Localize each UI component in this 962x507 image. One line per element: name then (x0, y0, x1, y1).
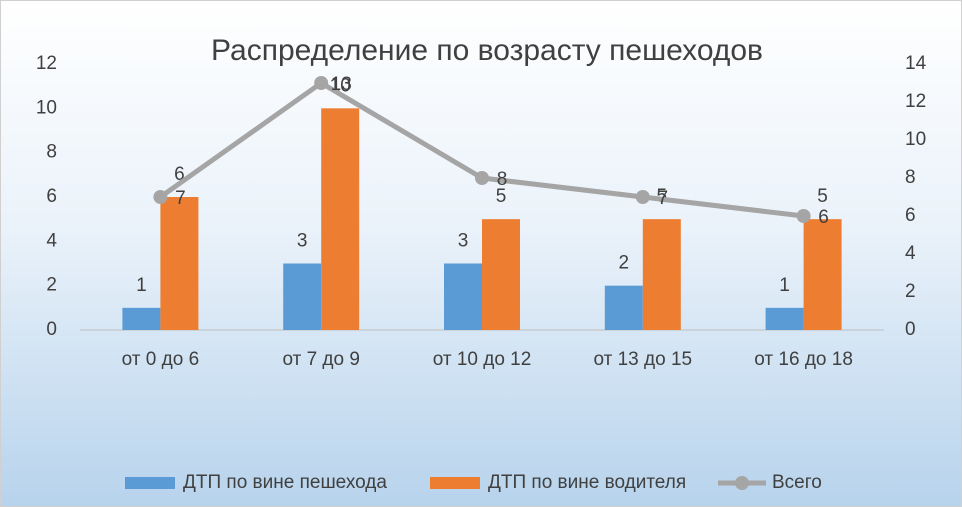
legend-marker (735, 476, 749, 490)
y2-tick-label: 10 (905, 129, 926, 150)
bar (604, 285, 643, 330)
x-tick-label: от 13 до 15 (593, 349, 692, 370)
data-label: 3 (458, 231, 469, 252)
x-tick-label: от 16 до 18 (754, 349, 853, 370)
y-tick-label: 0 (46, 319, 57, 340)
y2-tick-label: 8 (905, 167, 916, 188)
y-tick-label: 2 (46, 275, 57, 296)
legend-label: Всего (772, 472, 822, 493)
y2-tick-label: 6 (905, 205, 916, 226)
y-tick-label: 8 (46, 142, 57, 163)
x-tick-label: от 0 до 6 (122, 349, 199, 370)
data-label: 5 (817, 186, 828, 207)
bar (122, 307, 161, 330)
y2-tick-label: 14 (905, 53, 927, 74)
legend-label: ДТП по вине пешехода (183, 472, 387, 493)
bar (803, 219, 842, 330)
data-label: 2 (619, 253, 630, 274)
legend-swatch (125, 477, 175, 489)
y2-tick-label: 2 (905, 281, 916, 302)
data-label: 1 (136, 275, 147, 296)
data-label: 13 (331, 74, 352, 95)
data-label: 6 (174, 164, 185, 185)
y2-tick-label: 4 (905, 243, 916, 264)
y2-tick-label: 0 (905, 319, 916, 340)
x-tick-label: от 7 до 9 (282, 349, 359, 370)
data-label: 6 (818, 207, 829, 228)
data-label: 1 (779, 275, 790, 296)
bar (160, 197, 199, 330)
chart-title: Распределение по возрасту пешеходов (211, 34, 763, 67)
y-tick-label: 6 (46, 186, 57, 207)
bar (321, 108, 360, 330)
data-label: 7 (175, 188, 186, 209)
data-label: 7 (658, 188, 669, 209)
bar (444, 263, 482, 330)
data-label: 5 (657, 186, 668, 207)
legend-swatch (430, 477, 480, 489)
data-label: 8 (497, 169, 508, 190)
data-label: 3 (297, 231, 308, 252)
bar (283, 263, 322, 330)
line-marker (314, 76, 329, 90)
data-label: 5 (496, 186, 507, 207)
bar (482, 219, 520, 330)
line-marker (635, 190, 650, 204)
legend-label: ДТП по вине водителя (488, 472, 686, 493)
line-marker (153, 190, 168, 204)
y-tick-label: 10 (36, 97, 57, 118)
line-marker (475, 171, 489, 185)
y-tick-label: 12 (36, 53, 57, 74)
bar (765, 307, 804, 330)
line-marker (796, 209, 811, 223)
y-tick-label: 4 (46, 230, 57, 251)
x-tick-label: от 10 до 12 (433, 349, 532, 370)
bar (642, 219, 681, 330)
y2-tick-label: 12 (905, 91, 926, 112)
